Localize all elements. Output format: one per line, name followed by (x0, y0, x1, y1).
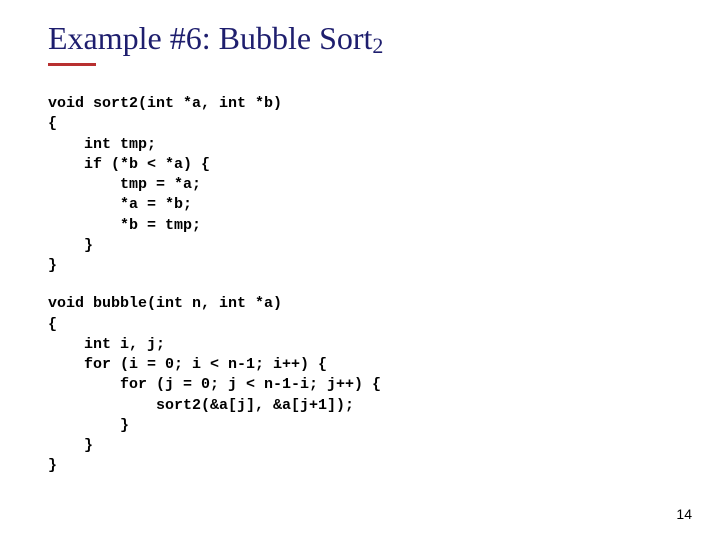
slide-title: Example #6: Bubble Sort2 (48, 20, 672, 57)
accent-bar (48, 63, 96, 66)
title-subscript: 2 (372, 33, 383, 58)
spacer (48, 276, 672, 294)
code-sort2: void sort2(int *a, int *b) { int tmp; if… (48, 94, 672, 276)
title-text: Example #6: Bubble Sort (48, 20, 372, 56)
slide-content: Example #6: Bubble Sort2 void sort2(int … (0, 0, 720, 477)
code-bubble: void bubble(int n, int *a) { int i, j; f… (48, 294, 672, 476)
page-number: 14 (676, 506, 692, 522)
